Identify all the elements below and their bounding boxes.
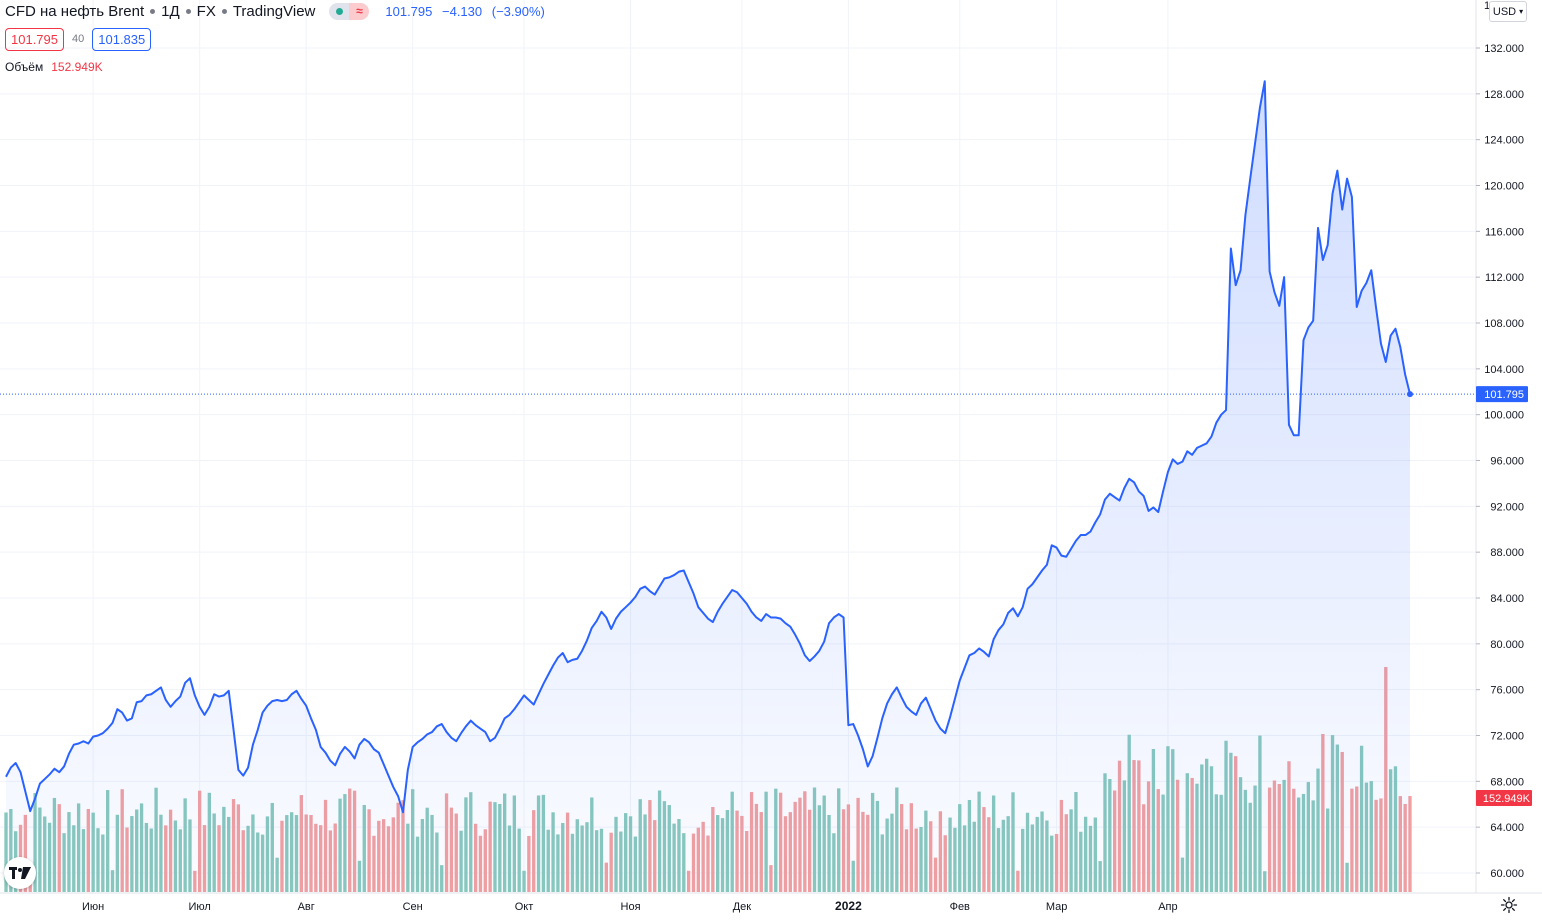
volume-label[interactable]: Объём bbox=[5, 60, 44, 74]
time-axis-label: Дек bbox=[733, 901, 752, 913]
last-price-badge bbox=[1476, 386, 1528, 403]
gear-icon[interactable] bbox=[1500, 896, 1518, 914]
price-axis[interactable]: 60.000 64.000 68.000 72.000 76.000 80.000 84.0… bbox=[1476, 43, 1524, 880]
price-axis-label: 88.000 bbox=[1490, 547, 1524, 559]
time-axis-label: Фев bbox=[950, 901, 970, 913]
source-label: TradingView bbox=[232, 2, 316, 20]
axis-badges: 101.795 152.949K bbox=[1476, 386, 1532, 806]
currency-select[interactable]: USD ▾ bbox=[1489, 1, 1527, 22]
price-axis-label: 112.000 bbox=[1485, 272, 1524, 284]
price-axis-label: 72.000 bbox=[1490, 731, 1524, 743]
bid-ask-panel: 101.795 40 101.835 bbox=[5, 27, 152, 51]
volume-legend[interactable]: Объём 152.949K bbox=[5, 60, 103, 74]
tradingview-logo-mark bbox=[9, 867, 31, 879]
time-axis-label: Апр bbox=[1158, 901, 1177, 913]
time-axis-label: Июн bbox=[82, 901, 104, 913]
interval-label[interactable]: 1Д bbox=[161, 2, 180, 20]
tradingview-logo-icon[interactable] bbox=[4, 857, 36, 889]
price-axis-label: 76.000 bbox=[1490, 685, 1524, 697]
symbol-name[interactable]: CFD на нефть Brent bbox=[5, 2, 145, 20]
price-axis-label: 132.000 bbox=[1484, 43, 1524, 55]
price-axis-label: 80.000 bbox=[1490, 639, 1524, 651]
exchange-label: FX bbox=[196, 2, 216, 20]
price-axis-label: 128.000 bbox=[1484, 89, 1524, 101]
separator-dot bbox=[185, 8, 191, 14]
price-axis-label: 92.000 bbox=[1490, 501, 1524, 513]
price-axis-label: 60.000 bbox=[1490, 868, 1524, 880]
time-axis-label: Июл bbox=[188, 901, 210, 913]
price-axis-label: 104.000 bbox=[1484, 364, 1524, 376]
bid-price-button[interactable]: 101.795 bbox=[5, 27, 64, 51]
ask-price-button[interactable]: 101.835 bbox=[92, 27, 152, 51]
last-price-badge-label: 101.795 bbox=[1484, 389, 1524, 401]
change-value: −4.130 bbox=[442, 3, 483, 19]
price-axis-label: 108.000 bbox=[1484, 318, 1524, 330]
price-axis-label: 64.000 bbox=[1490, 822, 1524, 834]
time-axis[interactable]: Июн Июл Авг Сен Окт Ноя Дек 2022 Фев Мар Апр bbox=[82, 899, 1178, 913]
price-axis-label: 96.000 bbox=[1490, 456, 1524, 468]
chevron-down-icon: ▾ bbox=[1519, 7, 1524, 16]
price-axis-label: 100.000 bbox=[1484, 410, 1524, 422]
price-change: 101.795 −4.130 (−3.90%) bbox=[385, 4, 551, 19]
price-axis-label: 120.000 bbox=[1484, 181, 1524, 193]
change-percent: (−3.90%) bbox=[491, 3, 545, 19]
separator-dot bbox=[150, 8, 156, 14]
spread-value: 40 bbox=[72, 33, 85, 45]
price-area-fill bbox=[6, 81, 1410, 893]
time-axis-label: Авг bbox=[298, 901, 315, 913]
volume-badge bbox=[1476, 790, 1532, 806]
last-price-value: 101.795 bbox=[385, 3, 433, 19]
volume-value: 152.949K bbox=[51, 60, 103, 74]
last-price-dot bbox=[1407, 391, 1413, 398]
market-status[interactable]: ≈ bbox=[329, 2, 370, 20]
volume-badge-label: 152.949K bbox=[1483, 793, 1531, 805]
market-open-icon[interactable] bbox=[329, 2, 350, 20]
axis-top-fragment: 1 bbox=[1484, 0, 1491, 12]
time-axis-label: 2022 bbox=[835, 899, 862, 913]
symbol-legend[interactable]: CFD на нефть Brent 1Д FX TradingView ≈ 1… bbox=[5, 2, 551, 20]
currency-label: USD bbox=[1492, 5, 1517, 18]
time-axis-label: Мар bbox=[1046, 901, 1068, 913]
price-axis-label: 68.000 bbox=[1490, 776, 1524, 788]
delayed-data-icon[interactable]: ≈ bbox=[349, 2, 370, 20]
price-axis-label: 116.000 bbox=[1485, 226, 1524, 238]
price-axis-label: 124.000 bbox=[1484, 135, 1524, 147]
separator-dot bbox=[221, 8, 227, 14]
time-axis-label: Сен bbox=[403, 901, 423, 913]
time-axis-label: Ноя bbox=[621, 901, 641, 913]
time-axis-label: Окт bbox=[515, 901, 534, 913]
price-line bbox=[5, 80, 1411, 814]
price-axis-label: 84.000 bbox=[1490, 593, 1524, 605]
